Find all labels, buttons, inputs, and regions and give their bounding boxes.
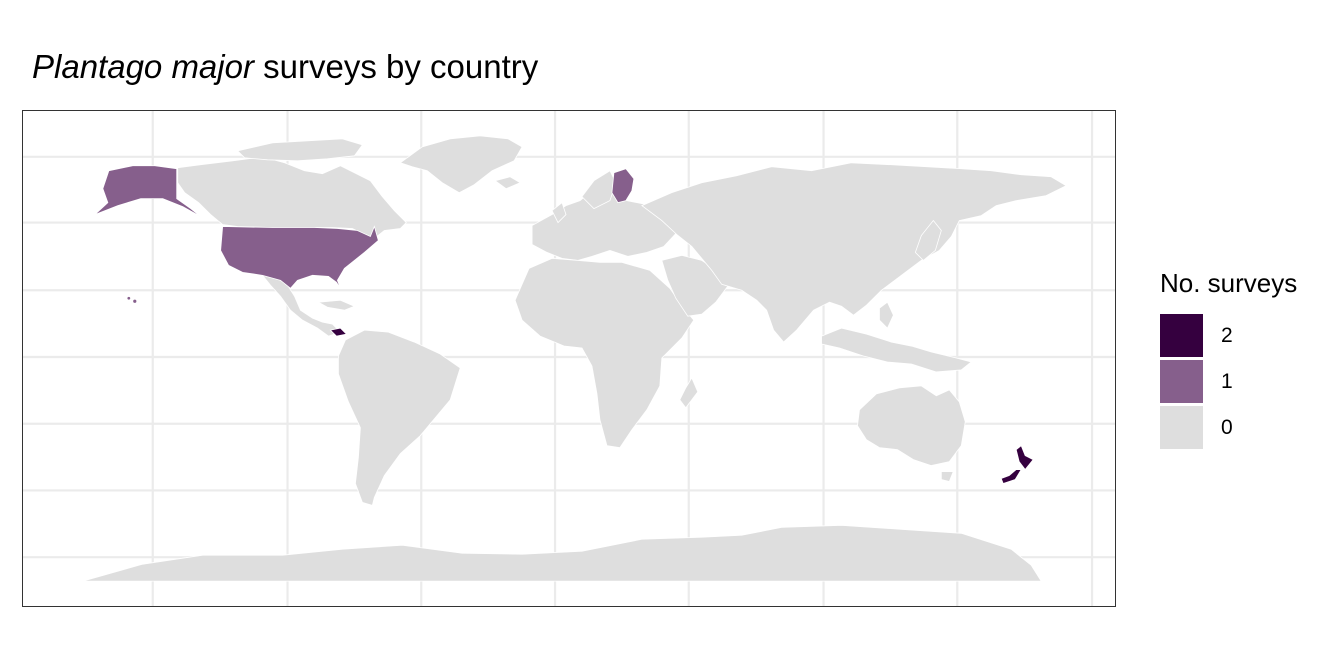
antarctica <box>82 524 1042 582</box>
philippines <box>879 301 894 329</box>
hawaii <box>127 296 137 303</box>
greenland <box>399 135 523 194</box>
africa <box>514 257 695 449</box>
legend-item-2: 2 <box>1160 312 1340 358</box>
map-title: Plantago major surveys by country <box>32 50 538 83</box>
asia <box>641 162 1067 343</box>
legend-label: 0 <box>1221 415 1233 439</box>
legend-swatch <box>1160 405 1203 449</box>
legend-item-1: 1 <box>1160 358 1340 404</box>
new-zealand-north <box>1015 445 1034 471</box>
land-one <box>94 165 635 289</box>
finland <box>611 168 635 204</box>
legend-title: No. surveys <box>1160 268 1298 298</box>
land-zero <box>82 135 1067 582</box>
caribbean <box>317 299 356 311</box>
south-america <box>338 329 461 506</box>
legend-swatch <box>1160 359 1203 403</box>
legend-label: 2 <box>1221 323 1233 347</box>
japan <box>914 219 942 261</box>
map-panel <box>22 110 1116 607</box>
southeast-asia-islands <box>821 327 973 373</box>
new-zealand-south <box>1000 469 1022 484</box>
land-two <box>329 327 1034 484</box>
canada <box>177 156 407 239</box>
madagascar <box>679 377 699 409</box>
costa-rica <box>329 327 348 337</box>
tasmania <box>940 471 954 482</box>
uk <box>551 201 567 224</box>
legend-item-0: 0 <box>1160 404 1340 450</box>
usa-contiguous <box>220 225 379 289</box>
iceland <box>494 176 521 190</box>
canada-arctic-islands <box>236 138 364 162</box>
alaska <box>94 165 201 217</box>
title-rest: surveys by country <box>253 48 539 85</box>
world-map <box>23 111 1115 606</box>
legend-label: 1 <box>1221 369 1233 393</box>
arabia-middle-east <box>661 255 729 317</box>
legend-swatch <box>1160 313 1203 357</box>
legend: No. surveys 2 1 0 <box>1160 270 1340 450</box>
australia <box>857 385 966 466</box>
title-species: Plantago major <box>32 48 254 85</box>
